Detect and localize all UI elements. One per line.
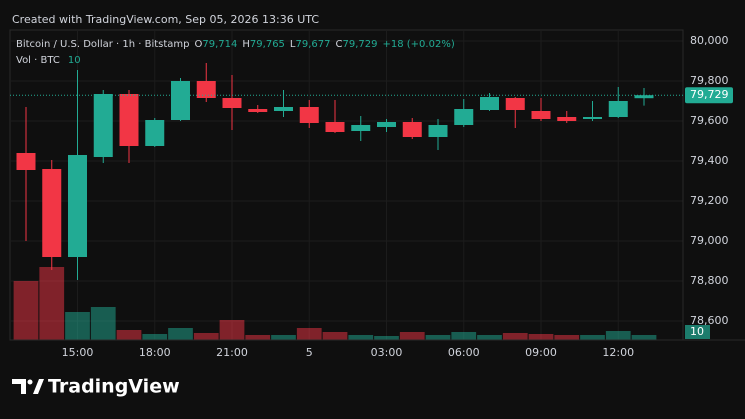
logo-mark — [27, 379, 33, 385]
x-tick-label: 06:00 — [448, 346, 480, 359]
candles — [16, 63, 654, 280]
volume-bar — [554, 335, 580, 340]
candle-body — [68, 155, 87, 257]
candle-body — [325, 122, 345, 132]
legend-line: Bitcoin / U.S. Dollar · 1h · Bitstamp O79… — [16, 39, 455, 50]
volume-bar — [245, 335, 271, 340]
ohlc-key: H — [242, 39, 250, 50]
last-price-box — [685, 87, 733, 104]
volume-bar — [348, 335, 374, 340]
y-tick-label: 78,600 — [690, 314, 729, 327]
candle-body — [402, 122, 422, 137]
volume-bar — [116, 330, 142, 340]
candle-body — [505, 98, 525, 110]
candle-body — [351, 125, 371, 131]
ohlc-value: 79,714 — [202, 39, 237, 50]
x-tick-label: 15:00 — [62, 346, 94, 359]
candle-body — [583, 117, 602, 119]
candle-body — [171, 81, 190, 120]
x-tick-label: 18:00 — [139, 346, 171, 359]
volume-bar — [142, 334, 168, 340]
price-change: +18 (+0.02%) — [382, 39, 454, 50]
ohlc-value: 79,729 — [342, 39, 377, 50]
volume-bar — [580, 335, 605, 340]
volume-title: Vol · BTC — [16, 55, 60, 66]
volume-bar — [90, 307, 116, 340]
volume-bar — [399, 332, 425, 340]
y-tick-label: 79,400 — [690, 154, 729, 167]
candle-body — [274, 107, 293, 111]
logo-mark — [12, 379, 26, 394]
last-price-label: 79,729 — [690, 88, 729, 101]
volume-value: 10 — [68, 55, 81, 66]
volume-bar — [374, 336, 399, 340]
axes: 78,600 78,800 79,000 79,200 79,400 79,600 79,8… — [10, 30, 745, 359]
candle-body — [531, 111, 551, 119]
ohlc-key: L — [290, 39, 296, 50]
volume-label-box — [685, 325, 710, 339]
candle-body — [480, 97, 499, 110]
volume-pane — [13, 267, 657, 340]
y-tick-label: 79,000 — [690, 234, 729, 247]
x-tick-label: 09:00 — [525, 346, 557, 359]
volume-bar — [271, 335, 296, 340]
volume-bar — [193, 333, 219, 340]
ohlc-value: 79,765 — [250, 39, 285, 50]
symbol-title: Bitcoin / U.S. Dollar · 1h · Bitstamp — [16, 39, 190, 50]
volume-bar — [528, 334, 554, 340]
candle-body — [557, 117, 577, 121]
y-tick-label: 79,800 — [690, 74, 729, 87]
logo: TradingView — [12, 376, 180, 398]
candle-body — [196, 81, 216, 98]
candle-body — [377, 122, 396, 127]
plot-frame — [9, 29, 684, 341]
candle-body — [634, 95, 654, 99]
logo-mark — [33, 379, 44, 394]
candle-body — [454, 109, 474, 125]
x-tick-label: 21:00 — [216, 346, 248, 359]
candle-body — [42, 169, 62, 257]
volume-bar — [13, 281, 39, 340]
volume-bar — [631, 335, 657, 340]
volume-bar — [605, 331, 631, 340]
volume-legend: Vol · BTC 10 — [16, 55, 81, 66]
volume-bar — [451, 332, 477, 340]
volume-label: 10 — [690, 325, 704, 338]
volume-bar — [477, 335, 502, 340]
candle-body — [428, 125, 448, 137]
candle-body — [608, 101, 628, 117]
x-tick-label: 03:00 — [371, 346, 403, 359]
volume-bar — [168, 328, 193, 340]
caption: Created with TradingView.com, Sep 05, 20… — [12, 13, 319, 26]
volume-bar — [425, 335, 451, 340]
ohlc-key: C — [336, 39, 343, 50]
candle-body — [222, 98, 242, 108]
ohlc-value: 79,677 — [296, 39, 331, 50]
ohlc-key: O — [195, 39, 203, 50]
y-tick-label: 78,800 — [690, 274, 729, 287]
volume-bar — [219, 320, 245, 340]
candle-body — [119, 94, 139, 146]
y-tick-label: 79,600 — [690, 114, 729, 127]
volume-bar — [39, 267, 65, 340]
volume-bar — [502, 333, 528, 340]
x-tick-label: 12:00 — [602, 346, 634, 359]
volume-bar — [65, 312, 90, 340]
x-tick-label: 5 — [306, 346, 313, 359]
logo-text: TradingView — [48, 376, 180, 398]
volume-bar — [322, 332, 348, 340]
candle-body — [93, 94, 113, 157]
candle-body — [16, 153, 36, 170]
candle-body — [248, 109, 268, 112]
candle-body — [145, 120, 165, 146]
volume-bar — [296, 328, 322, 340]
y-tick-label: 79,200 — [690, 194, 729, 207]
y-tick-label: 80,000 — [690, 34, 729, 47]
candle-body — [299, 107, 319, 123]
